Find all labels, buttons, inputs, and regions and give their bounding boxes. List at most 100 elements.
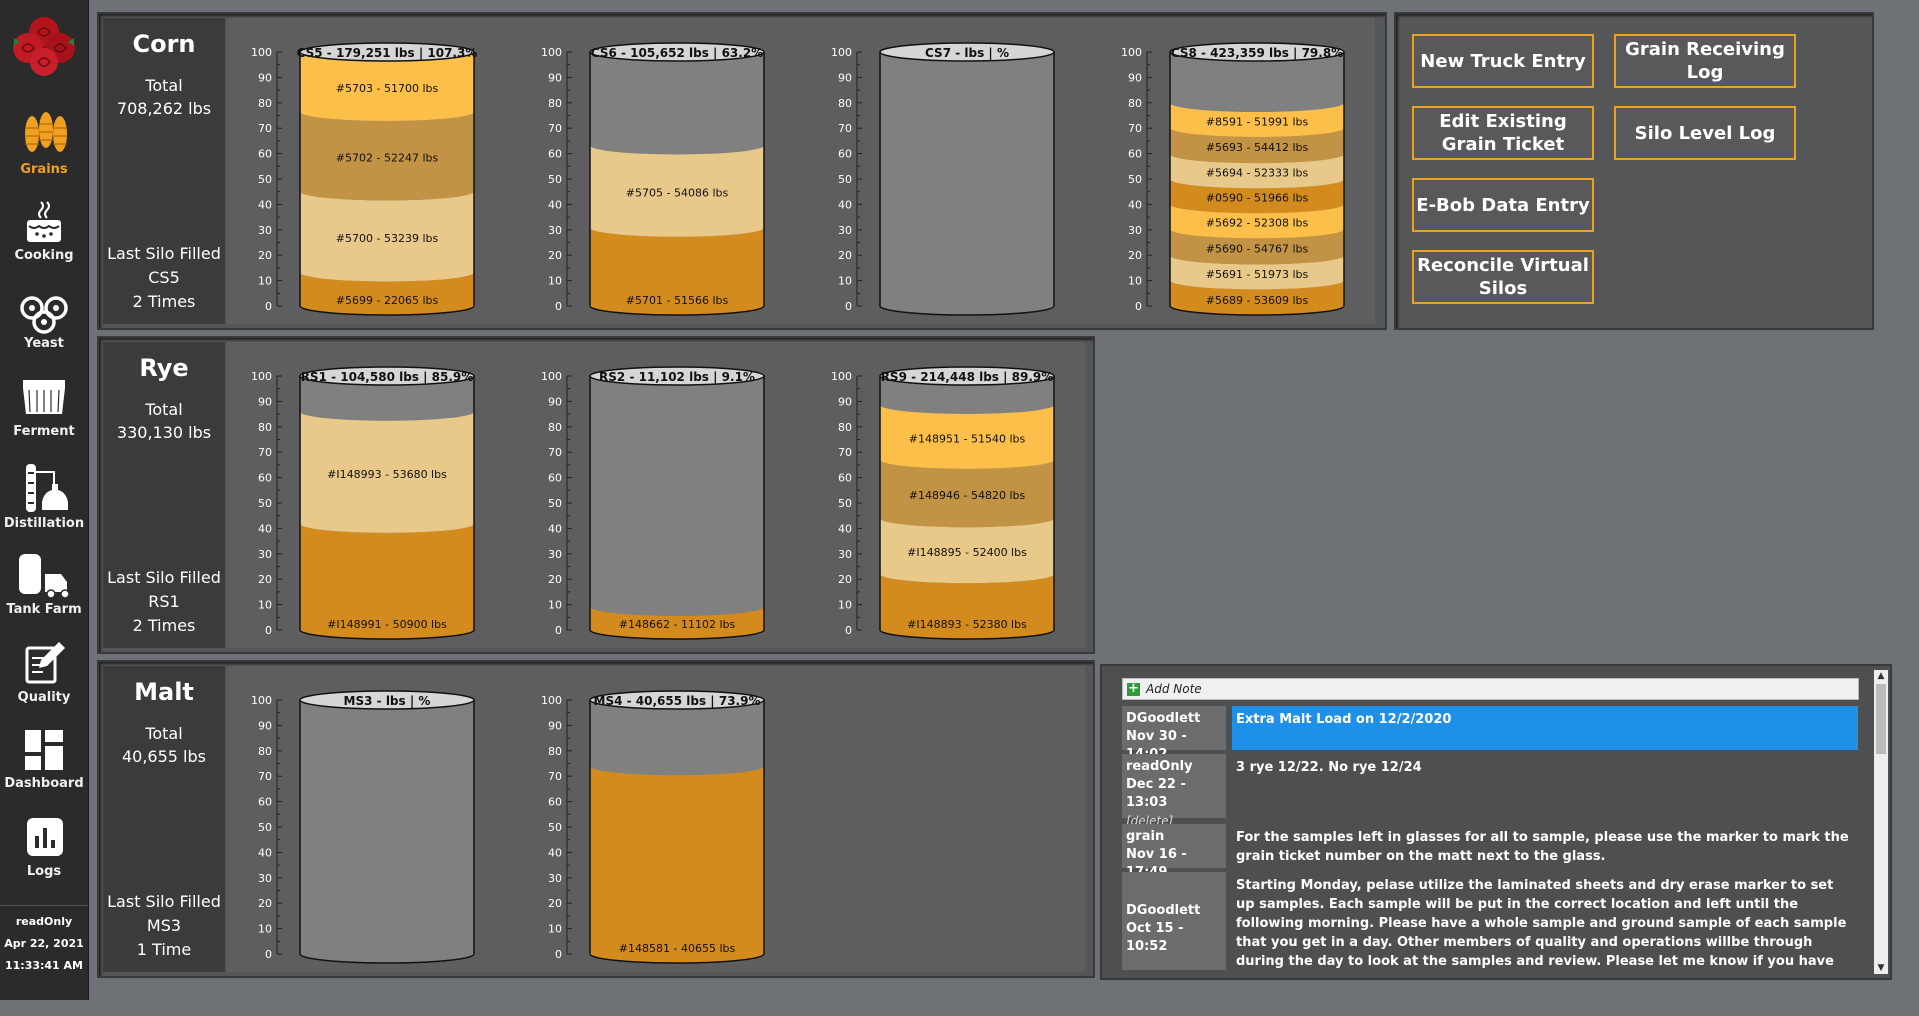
nav-ferment[interactable]: Ferment xyxy=(0,368,88,454)
notes-scrollbar[interactable]: ▲ ▼ xyxy=(1874,670,1888,974)
distillation-icon xyxy=(14,462,74,514)
total-value: 40,655 lbs xyxy=(103,747,225,766)
cooking-icon xyxy=(19,198,69,246)
y-axis-tick-label: 50 xyxy=(838,173,852,186)
y-axis-tick-label: 50 xyxy=(258,173,272,186)
y-axis-tick-label: 60 xyxy=(838,148,852,161)
roses-logo-icon xyxy=(8,8,80,80)
note-item[interactable]: DGoodlett Nov 30 - 14:02 Extra Malt Load… xyxy=(1122,706,1858,750)
silo-layer-label: #5702 - 52247 lbs xyxy=(336,152,439,165)
corn-panel: Corn Total 708,262 lbs Last Silo Filled … xyxy=(97,12,1387,330)
note-author: grain xyxy=(1126,828,1226,846)
total-value: 708,262 lbs xyxy=(103,99,225,118)
note-text: For the samples left in glasses for all … xyxy=(1232,824,1858,868)
edit-grain-ticket-button[interactable]: Edit Existing Grain Ticket xyxy=(1412,106,1594,160)
y-axis-tick-label: 0 xyxy=(265,300,272,313)
y-axis-tick-label: 10 xyxy=(548,599,562,612)
last-silo-label: Last Silo Filled xyxy=(103,242,225,266)
y-axis-tick-label: 10 xyxy=(258,923,272,936)
current-date: Apr 22, 2021 xyxy=(0,937,88,950)
silo-chart-cs7[interactable]: 1009080706050403020100CS7 - lbs | % xyxy=(807,18,1097,320)
note-author: DGoodlett xyxy=(1126,902,1226,920)
y-axis-tick-label: 0 xyxy=(555,300,562,313)
nav-distillation[interactable]: Distillation xyxy=(0,456,88,542)
scroll-down-icon[interactable]: ▼ xyxy=(1874,962,1888,974)
silo-layer-label: #5689 - 53609 lbs xyxy=(1206,294,1309,307)
nav-label: Dashboard xyxy=(0,776,88,791)
nav-grains[interactable]: Grains xyxy=(0,104,88,190)
ebob-data-entry-button[interactable]: E-Bob Data Entry xyxy=(1412,178,1594,232)
y-axis-tick-label: 80 xyxy=(548,421,562,434)
silo-layer-label: #I148991 - 50900 lbs xyxy=(327,618,447,631)
silo-title: CS8 - 423,359 lbs | 79.8% xyxy=(1171,46,1343,60)
corn-silo-chart: 1009080706050403020100#5699 - 22065 lbs#… xyxy=(227,18,1375,324)
y-axis-tick-label: 70 xyxy=(258,122,272,135)
grain-title: Malt xyxy=(103,678,225,706)
reconcile-virtual-silos-button[interactable]: Reconcile Virtual Silos xyxy=(1412,250,1594,304)
y-axis-tick-label: 20 xyxy=(548,249,562,262)
grain-receiving-log-button[interactable]: Grain Receiving Log xyxy=(1614,34,1796,88)
silo-layer xyxy=(590,766,764,963)
silo-layer-label: #5692 - 52308 lbs xyxy=(1206,217,1309,230)
silo-chart-rs2[interactable]: 1009080706050403020100#148662 - 11102 lb… xyxy=(517,342,807,644)
y-axis-tick-label: 10 xyxy=(1128,275,1142,288)
y-axis-tick-label: 100 xyxy=(541,46,562,59)
nav-cooking[interactable]: Cooking xyxy=(0,192,88,278)
y-axis-tick-label: 60 xyxy=(548,472,562,485)
y-axis-tick-label: 0 xyxy=(1135,300,1142,313)
y-axis-tick-label: 30 xyxy=(258,872,272,885)
scroll-thumb[interactable] xyxy=(1876,684,1886,754)
y-axis-tick-label: 10 xyxy=(258,275,272,288)
notes-panel: + Add Note DGoodlett Nov 30 - 14:02 Extr… xyxy=(1100,664,1892,980)
add-note-button[interactable]: + Add Note xyxy=(1122,678,1859,700)
silo-chart-rs1[interactable]: 1009080706050403020100#I148991 - 50900 l… xyxy=(227,342,517,644)
silo-layer-label: #5694 - 52333 lbs xyxy=(1206,167,1309,180)
note-item[interactable]: DGoodlett Oct 15 - 10:52 Starting Monday… xyxy=(1122,872,1858,970)
y-axis-tick-label: 90 xyxy=(838,71,852,84)
y-axis-tick-label: 40 xyxy=(258,198,272,211)
silo-chart-rs9[interactable]: 1009080706050403020100#I148893 - 52380 l… xyxy=(807,342,1097,644)
note-text: Extra Malt Load on 12/2/2020 xyxy=(1232,706,1858,750)
y-axis-tick-label: 50 xyxy=(548,173,562,186)
last-silo-name: RS1 xyxy=(103,590,225,614)
y-axis-tick-label: 80 xyxy=(258,97,272,110)
y-axis-tick-label: 70 xyxy=(258,770,272,783)
y-axis-tick-label: 40 xyxy=(548,198,562,211)
silo-chart-cs5[interactable]: 1009080706050403020100#5699 - 22065 lbs#… xyxy=(227,18,517,320)
silo-level-log-button[interactable]: Silo Level Log xyxy=(1614,106,1796,160)
nav-logs[interactable]: Logs xyxy=(0,808,88,894)
y-axis-tick-label: 50 xyxy=(1128,173,1142,186)
y-axis-tick-label: 30 xyxy=(838,548,852,561)
y-axis-tick-label: 100 xyxy=(831,370,852,383)
yeast-icon xyxy=(17,286,71,334)
silo-chart-ms4[interactable]: 1009080706050403020100#148581 - 40655 lb… xyxy=(517,666,807,968)
y-axis-tick-label: 90 xyxy=(258,395,272,408)
y-axis-tick-label: 30 xyxy=(548,872,562,885)
nav-tank-farm[interactable]: Tank Farm xyxy=(0,544,88,630)
scroll-up-icon[interactable]: ▲ xyxy=(1874,670,1888,682)
current-time: 11:33:41 AM xyxy=(0,959,88,972)
nav-quality[interactable]: Quality xyxy=(0,632,88,718)
y-axis-tick-label: 20 xyxy=(258,249,272,262)
silo-body xyxy=(300,700,474,963)
silo-chart-ms3[interactable]: 1009080706050403020100MS3 - lbs | % xyxy=(227,666,517,968)
nav-label: Yeast xyxy=(0,336,88,351)
note-author-box: readOnly Dec 22 - 13:03 [delete] xyxy=(1122,754,1226,818)
total-label: Total xyxy=(103,76,225,95)
y-axis-tick-label: 20 xyxy=(258,897,272,910)
silo-chart-cs6[interactable]: 1009080706050403020100#5701 - 51566 lbs#… xyxy=(517,18,807,320)
silo-chart-cs8[interactable]: 1009080706050403020100#5689 - 53609 lbs#… xyxy=(1097,18,1387,320)
note-item[interactable]: grain Nov 16 - 17:49 For the samples lef… xyxy=(1122,824,1858,868)
silo-layer-label: #148946 - 54820 lbs xyxy=(909,489,1026,502)
y-axis-tick-label: 20 xyxy=(838,249,852,262)
y-axis-tick-label: 0 xyxy=(555,624,562,637)
silo-title: MS3 - lbs | % xyxy=(344,694,431,708)
new-truck-entry-button[interactable]: New Truck Entry xyxy=(1412,34,1594,88)
y-axis-tick-label: 10 xyxy=(548,275,562,288)
nav-yeast[interactable]: Yeast xyxy=(0,280,88,366)
nav-dashboard[interactable]: Dashboard xyxy=(0,720,88,806)
y-axis-tick-label: 30 xyxy=(258,224,272,237)
silo-body xyxy=(880,52,1054,315)
note-item[interactable]: readOnly Dec 22 - 13:03 [delete] 3 rye 1… xyxy=(1122,754,1858,818)
silo-title: CS6 - 105,652 lbs | 63.2% xyxy=(591,46,763,60)
